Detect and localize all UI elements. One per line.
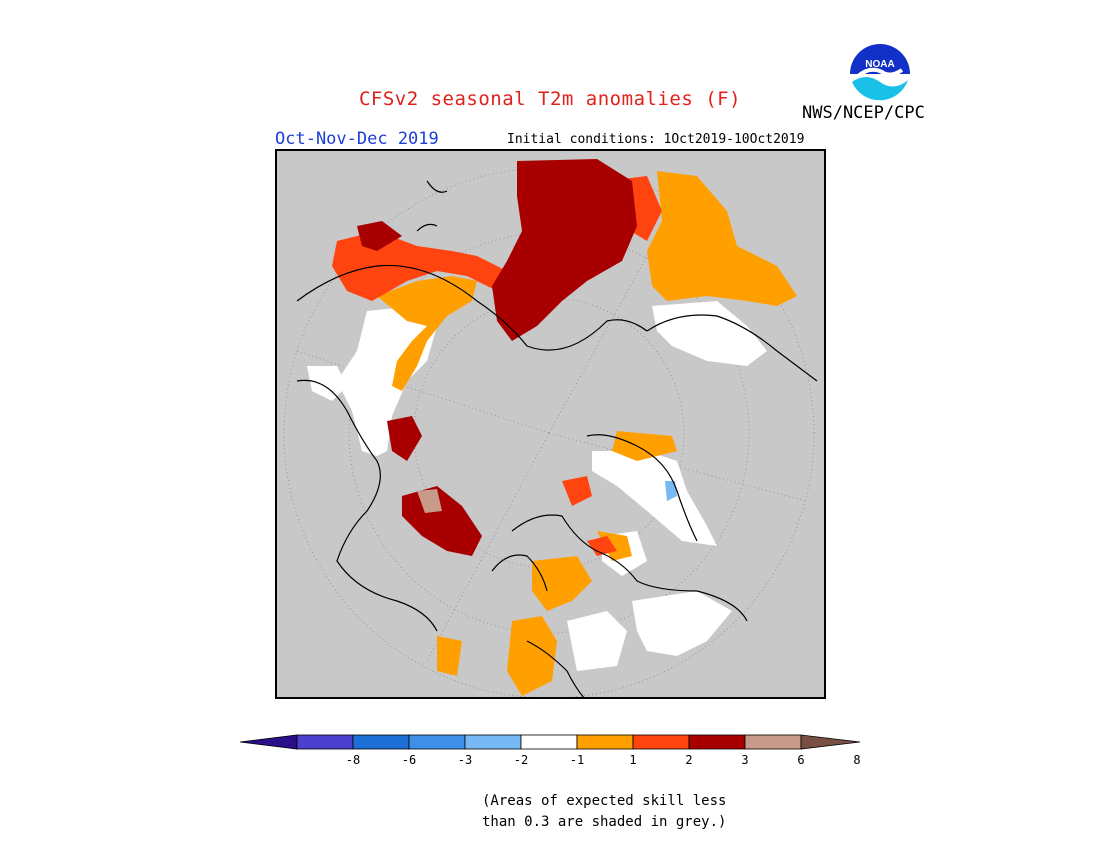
legend-color-box — [632, 734, 690, 750]
agency-label: NWS/NCEP/CPC — [802, 103, 925, 123]
anomaly-lightbrown-alaska — [417, 489, 442, 513]
anomaly-orange-mexico — [437, 636, 462, 676]
anomaly-white-us — [567, 611, 627, 671]
anomaly-darkred-west-siberia — [357, 221, 402, 251]
polar-map — [275, 149, 826, 699]
anomaly-darkred-alaska — [402, 486, 482, 556]
legend-color-box — [688, 734, 746, 750]
legend-color-box — [352, 734, 410, 750]
anomaly-white-alaska — [592, 451, 717, 546]
anomaly-darkred-europe-south — [387, 416, 422, 461]
svg-text:NOAA: NOAA — [865, 59, 894, 70]
legend-color-box — [464, 734, 522, 750]
season-label: Oct-Nov-Dec 2019 — [275, 129, 439, 149]
legend-color-box — [296, 734, 354, 750]
anomaly-orange-canada-arctic — [612, 431, 677, 461]
legend-tick-label: -8 — [345, 753, 361, 767]
anomaly-white-canada-east — [632, 591, 732, 656]
skill-note: (Areas of expected skill less than 0.3 a… — [482, 791, 726, 833]
legend-tick-label: 2 — [685, 753, 693, 767]
legend-color-box — [520, 734, 578, 750]
legend-tick-label: 8 — [853, 753, 861, 767]
legend-arrow-low — [240, 734, 298, 750]
legend-tick-label: -1 — [569, 753, 585, 767]
legend-color-box — [744, 734, 802, 750]
legend-tick-label: -2 — [513, 753, 529, 767]
legend-tick-label: 6 — [797, 753, 805, 767]
coastlines — [296, 180, 818, 697]
anomaly-white-china — [652, 301, 767, 366]
color-legend-bar — [240, 734, 860, 750]
legend-tick-label: -3 — [457, 753, 473, 767]
noaa-logo: NOAA — [850, 44, 910, 104]
meridian-line — [296, 350, 550, 434]
polar-map-svg — [283, 159, 818, 697]
legend-arrow-high — [800, 734, 860, 750]
legend-color-box — [408, 734, 466, 750]
legend-color-box — [576, 734, 634, 750]
legend-tick-label: -6 — [401, 753, 417, 767]
meridian-line — [548, 432, 808, 502]
latitude-circle-70 — [413, 297, 685, 569]
anomaly-white-europe-north-africa — [337, 306, 437, 456]
map-title: CFSv2 seasonal T2m anomalies (F) — [358, 88, 742, 110]
skill-note-line1: (Areas of expected skill less — [482, 793, 727, 809]
anomaly-red-alaska-bay — [562, 476, 592, 506]
anomaly-white-middle-east — [307, 366, 347, 401]
legend-tick-label: 3 — [741, 753, 749, 767]
anomaly-orange-russia — [647, 171, 797, 306]
anomaly-darkred-east-siberia — [492, 159, 637, 341]
anomaly-orange-europe — [377, 276, 477, 391]
anomaly-red-canada-north — [587, 536, 617, 556]
anomaly-blue-alaska — [665, 481, 677, 501]
legend-tick-label: 1 — [629, 753, 637, 767]
skill-note-line2: than 0.3 are shaded in grey.) — [482, 814, 727, 830]
anomaly-orange-canada-central — [532, 556, 592, 611]
latitude-circle-60 — [348, 232, 750, 634]
anomaly-orange-us-west — [507, 616, 557, 696]
init-conditions-label: Initial conditions: 1Oct2019-10Oct2019 — [507, 132, 805, 147]
